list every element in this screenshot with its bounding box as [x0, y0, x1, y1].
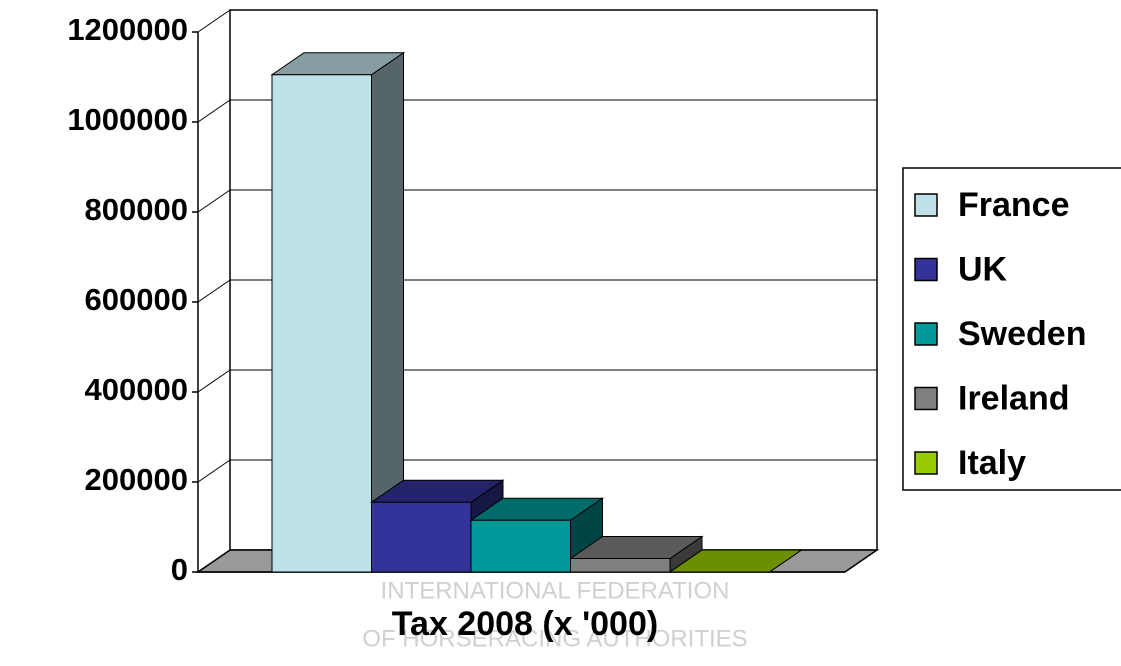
grid-line [198, 10, 230, 32]
legend-label: UK [958, 250, 1008, 288]
y-tick-label: 400000 [85, 372, 188, 407]
y-tick-label: 200000 [85, 462, 188, 497]
legend-label: Italy [958, 444, 1026, 482]
legend-swatch [915, 388, 937, 410]
legend-label: France [958, 186, 1070, 224]
y-tick-label: 800000 [85, 192, 188, 227]
legend-label: Sweden [958, 315, 1086, 353]
bar [471, 520, 571, 572]
grid-line [198, 460, 230, 482]
grid-line [198, 100, 230, 122]
x-axis-label: Tax 2008 (x '000) [392, 605, 658, 643]
legend-label: Ireland [958, 379, 1069, 417]
bar [272, 75, 372, 572]
chart: INTERNATIONAL FEDERATION OF HORSERACING … [0, 0, 1121, 666]
y-tick-label: 0 [171, 552, 188, 587]
legend-swatch [915, 323, 937, 345]
bar [571, 559, 671, 573]
grid-line [198, 190, 230, 212]
legend-swatch [915, 259, 937, 281]
grid-line [198, 370, 230, 392]
legend-swatch [915, 452, 937, 474]
grid-line [198, 280, 230, 302]
bar [372, 502, 472, 572]
y-tick-label: 600000 [85, 282, 188, 317]
y-tick-label: 1000000 [67, 102, 188, 137]
watermark: INTERNATIONAL FEDERATION [381, 577, 730, 604]
y-tick-label: 1200000 [67, 12, 188, 47]
legend-swatch [915, 194, 937, 216]
